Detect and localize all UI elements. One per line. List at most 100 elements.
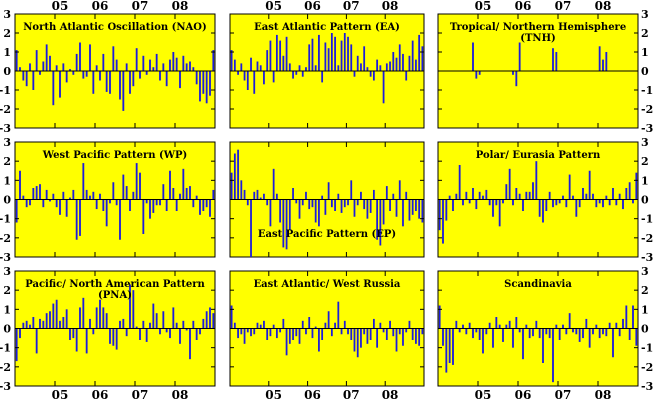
bar (233, 322, 236, 329)
bar (465, 328, 468, 335)
bar (318, 199, 320, 227)
bar (202, 71, 205, 94)
bar (343, 320, 346, 329)
bar (382, 328, 385, 333)
x-tick-label: 08 (172, 388, 189, 401)
bar (39, 184, 41, 200)
panel-title: (PNA) (98, 290, 132, 301)
bar (279, 40, 282, 71)
bar (602, 199, 604, 208)
bar (82, 163, 85, 200)
y-tick-label: 3 (641, 265, 649, 278)
y-tick-label: -1 (0, 84, 11, 97)
bar (369, 199, 372, 213)
bar (75, 328, 78, 352)
bar (305, 328, 307, 335)
bar (572, 328, 574, 333)
bar (202, 199, 205, 211)
y-tick-label: -1 (641, 84, 653, 97)
bar (256, 322, 259, 329)
bar (109, 199, 111, 204)
bar (209, 71, 211, 96)
bar (195, 71, 198, 85)
bar (360, 63, 362, 71)
bar (392, 193, 395, 200)
bar (558, 199, 561, 204)
bar (195, 328, 198, 340)
bar (105, 199, 108, 227)
bar (263, 71, 265, 85)
bar (366, 67, 369, 71)
bar (139, 71, 141, 79)
bar (165, 199, 168, 211)
bar (518, 42, 521, 71)
bar (545, 328, 548, 335)
bar (528, 328, 531, 339)
bar (389, 320, 391, 329)
bar (411, 199, 414, 215)
bar (308, 44, 311, 71)
bar (602, 328, 604, 335)
bar (292, 188, 294, 200)
bar (314, 65, 317, 71)
bar (552, 328, 554, 383)
bar (243, 328, 246, 344)
bar (272, 168, 275, 200)
bar (237, 328, 239, 339)
bar (522, 328, 524, 360)
bar (233, 59, 236, 71)
bar (565, 199, 568, 208)
bar (508, 168, 511, 200)
bar (515, 71, 518, 87)
bar (395, 199, 398, 217)
bar (32, 188, 35, 200)
bar (259, 324, 262, 329)
bar (195, 195, 198, 200)
bar (135, 48, 138, 71)
bar (552, 199, 554, 208)
bar (149, 322, 151, 329)
bar (112, 328, 115, 346)
bar (295, 328, 298, 337)
bar (59, 71, 61, 98)
bar (327, 48, 330, 71)
bar (135, 163, 138, 200)
bar (145, 199, 148, 204)
bar (39, 71, 41, 75)
y-tick-label: -3 (0, 251, 11, 264)
bar (438, 199, 441, 231)
bar (321, 328, 324, 340)
bar (418, 199, 421, 219)
bar (79, 42, 81, 71)
bar (240, 328, 243, 335)
bar (418, 328, 421, 346)
y-tick-label: 0 (641, 323, 649, 336)
bar (565, 328, 568, 335)
bar (356, 55, 359, 71)
bar (125, 63, 128, 71)
bar (485, 189, 488, 200)
bar (45, 189, 48, 200)
bar (279, 199, 282, 223)
y-tick-label: 3 (3, 136, 11, 149)
panel-6: 3 2 1 0 -1 -2 -3 Polar/ Eurasia Pattern (437, 136, 653, 264)
y-tick-label: 2 (641, 284, 649, 297)
bar (272, 71, 275, 83)
bar (448, 195, 451, 200)
bar (205, 199, 208, 208)
bar (568, 313, 571, 329)
bar (448, 328, 451, 363)
bar (132, 290, 135, 329)
bar (162, 63, 165, 71)
bar (475, 328, 478, 333)
bar (318, 34, 320, 71)
y-tick-label: 0 (641, 65, 649, 78)
bar (462, 324, 464, 329)
bar (65, 199, 68, 217)
bar (65, 309, 68, 329)
bar (145, 71, 148, 75)
bar (525, 191, 528, 200)
bar (132, 191, 135, 200)
bar (105, 313, 108, 329)
